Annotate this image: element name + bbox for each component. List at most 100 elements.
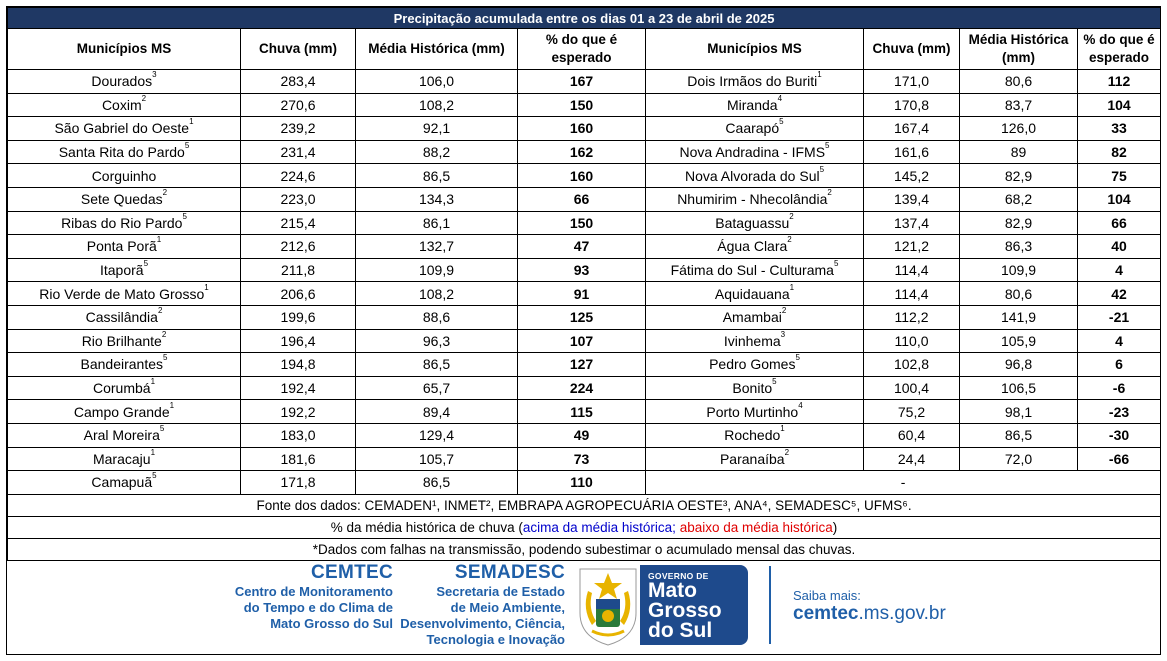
table-row: Ribas do Rio Pardo5 215,4 86,1 150 Bataguass… xyxy=(7,210,1162,236)
pct-cell: 66 xyxy=(1076,210,1162,236)
media-cell: 86,5 xyxy=(355,352,518,377)
source-superscript: 1 xyxy=(789,282,795,292)
municipio-name: Rochedo xyxy=(724,427,781,444)
municipio-name: Cassilândia xyxy=(85,309,158,326)
cemtec-block: CEMTEC Centro de Monitoramento do Tempo … xyxy=(203,562,393,632)
municipio-name: Fátima do Sul - Culturama xyxy=(670,262,834,279)
saiba-mais-link[interactable]: cemtec.ms.gov.br xyxy=(793,603,946,625)
source-superscript: 5 xyxy=(825,141,830,151)
source-superscript: 5 xyxy=(182,211,187,221)
source-superscript: 5 xyxy=(163,353,168,363)
pct-cell: 66 xyxy=(517,186,646,212)
url-rest: .ms.gov.br xyxy=(858,603,946,624)
chuva-cell: 215,4 xyxy=(240,210,356,236)
municipio-cell: Camapuã5 xyxy=(7,470,241,495)
governo-big-1: Mato xyxy=(648,579,697,602)
municipio-cell: Ribas do Rio Pardo5 xyxy=(7,210,241,236)
municipio-cell: Água Clara2 xyxy=(645,234,864,259)
municipio-cell: Bonito5 xyxy=(645,375,864,401)
table-row: Cassilândia2 199,6 88,6 125 Amambai2 112,2 141… xyxy=(7,304,1162,330)
media-cell: 82,9 xyxy=(959,210,1078,236)
legend-text: % da média histórica de chuva (acima da … xyxy=(6,515,1162,539)
municipio-cell: Paranaíba2 xyxy=(645,446,864,472)
pct-cell: -30 xyxy=(1076,422,1162,448)
chuva-cell: 139,4 xyxy=(863,186,960,212)
source-superscript: 2 xyxy=(827,188,832,198)
fonte-row: Fonte dos dados: CEMADEN¹, INMET², EMBRA… xyxy=(6,493,1162,517)
source-superscript: 1 xyxy=(204,282,209,292)
chuva-cell: 283,4 xyxy=(240,69,356,94)
pct-cell: 115 xyxy=(517,399,646,424)
media-cell: 96,3 xyxy=(355,328,518,354)
media-cell: 98,1 xyxy=(959,399,1078,424)
source-superscript: 5 xyxy=(143,259,149,269)
chuva-cell: 167,4 xyxy=(863,116,960,141)
header-chuva-right: Chuva (mm) xyxy=(863,28,960,70)
municipio-cell: Maracaju1 xyxy=(7,446,241,472)
municipio-cell: Nhumirim - Nhecolândia2 xyxy=(645,186,864,212)
municipio-name: Dourados xyxy=(91,73,153,90)
table-row: Rio Brilhante2 196,4 96,3 107 Ivinhema3 110,0… xyxy=(7,328,1162,354)
source-superscript: 5 xyxy=(795,353,800,363)
chuva-cell: 145,2 xyxy=(863,163,960,188)
chuva-cell: 75,2 xyxy=(863,399,960,424)
chuva-cell: 171,0 xyxy=(863,69,960,94)
chuva-cell: 196,4 xyxy=(240,328,356,354)
source-superscript: 4 xyxy=(777,93,783,103)
pct-cell: -6 xyxy=(1076,375,1162,401)
governo-panel: GOVERNO DE Mato Grosso do Sul xyxy=(640,565,748,645)
municipio-cell: Aral Moreira5 xyxy=(7,422,241,448)
media-cell: 86,1 xyxy=(355,210,518,236)
falhas-text: *Dados com falhas na transmissão, podend… xyxy=(6,537,1162,561)
source-superscript: 2 xyxy=(162,188,168,198)
legend-below: abaixo da média histórica xyxy=(679,519,833,535)
municipio-cell: Corguinho xyxy=(7,163,241,188)
municipio-name: Rio Brilhante xyxy=(81,332,162,349)
pct-cell: 49 xyxy=(517,422,646,448)
municipio-cell: Rochedo1 xyxy=(645,422,864,448)
semadesc-desc-4: Tecnologia e Inovação xyxy=(426,632,565,647)
table-row: Corguinho 224,6 86,5 160 Nova Alvorada do Su… xyxy=(7,163,1162,188)
municipio-name: Maracaju xyxy=(92,450,151,467)
municipio-name: Ribas do Rio Pardo xyxy=(61,214,183,231)
municipio-cell: Coxim2 xyxy=(7,92,241,118)
chuva-cell: 192,4 xyxy=(240,375,356,401)
source-superscript: 1 xyxy=(156,235,162,245)
municipio-cell: Sete Quedas2 xyxy=(7,186,241,212)
municipio-cell: São Gabriel do Oeste1 xyxy=(7,116,241,141)
municipio-cell: Rio Verde de Mato Grosso1 xyxy=(7,281,241,306)
municipio-name: Pedro Gomes xyxy=(709,356,796,373)
pct-cell: 82 xyxy=(1076,139,1162,165)
chuva-cell: 24,4 xyxy=(863,446,960,472)
municipio-cell: Dois Irmãos do Buriti1 xyxy=(645,69,864,94)
municipio-cell: Campo Grande1 xyxy=(7,399,241,424)
municipio-cell: Corumbá1 xyxy=(7,375,241,401)
municipio-cell: Pedro Gomes5 xyxy=(645,352,864,377)
source-superscript: 1 xyxy=(817,70,822,80)
cemtec-desc-2: do Tempo e do Clima de xyxy=(243,600,393,615)
media-cell: 126,0 xyxy=(959,116,1078,141)
media-cell: 105,7 xyxy=(355,446,518,472)
municipio-name: Nova Andradina - IFMS xyxy=(679,144,826,161)
media-cell: 129,4 xyxy=(355,422,518,448)
municipio-cell: Dourados3 xyxy=(7,69,241,94)
legend-prefix: % da média histórica de chuva ( xyxy=(330,519,523,535)
source-superscript: 2 xyxy=(781,306,787,316)
media-cell: 108,2 xyxy=(355,281,518,306)
chuva-cell: 206,6 xyxy=(240,281,356,306)
semadesc-name: SEMADESC xyxy=(454,562,565,583)
media-cell: 108,2 xyxy=(355,92,518,118)
source-superscript: 5 xyxy=(833,259,839,269)
media-cell: 86,5 xyxy=(355,470,518,495)
media-cell: 83,7 xyxy=(959,92,1078,118)
media-cell: 65,7 xyxy=(355,375,518,401)
media-cell: 89 xyxy=(959,139,1078,165)
header-municipio-left: Municípios MS xyxy=(7,28,241,70)
pct-cell: 224 xyxy=(517,375,646,401)
fonte-text: Fonte dos dados: CEMADEN¹, INMET², EMBRA… xyxy=(6,493,1162,517)
municipio-name: Dois Irmãos do Buriti xyxy=(687,73,818,90)
source-superscript: 1 xyxy=(150,377,156,387)
chuva-cell: 192,2 xyxy=(240,399,356,424)
municipio-name: Rio Verde de Mato Grosso xyxy=(39,285,205,302)
header-pct-left: % do que é esperado xyxy=(517,28,646,70)
